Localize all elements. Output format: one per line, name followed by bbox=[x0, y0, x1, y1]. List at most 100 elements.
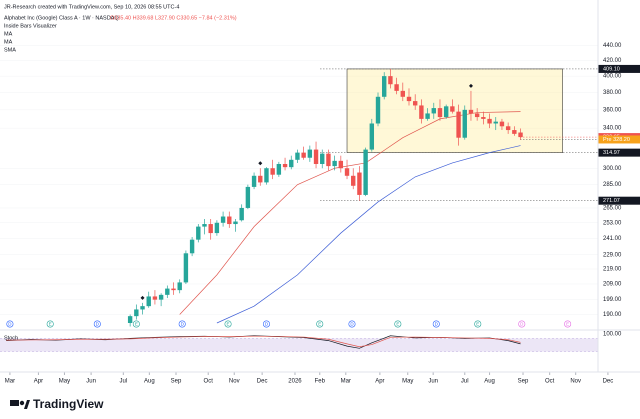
x-tick-label: Aug bbox=[144, 379, 155, 385]
candle-body bbox=[437, 108, 443, 118]
event-marker bbox=[132, 320, 140, 328]
candle-body bbox=[301, 152, 306, 158]
event-label: D bbox=[435, 322, 439, 327]
logo-mark bbox=[19, 400, 25, 406]
event-marker bbox=[46, 320, 54, 328]
indicator-label: SMA bbox=[4, 47, 16, 53]
candle-body bbox=[276, 163, 282, 175]
chart-title: Alphabet Inc (Google) Class A · 1W · NAS… bbox=[4, 15, 119, 21]
footer-logo: TradingView bbox=[10, 397, 104, 411]
event-label: D bbox=[181, 322, 185, 327]
candle-body bbox=[419, 105, 424, 119]
event-label: D bbox=[520, 322, 524, 327]
x-tick-label: Feb bbox=[315, 379, 326, 385]
candle-body bbox=[208, 224, 213, 234]
event-marker bbox=[432, 320, 440, 328]
candle-body bbox=[425, 113, 430, 119]
event-label: E bbox=[49, 322, 52, 327]
footer-bar bbox=[0, 390, 640, 419]
candle-body bbox=[251, 175, 257, 187]
event-label: E bbox=[135, 322, 138, 327]
oscillator-pane bbox=[0, 335, 598, 352]
candle-body bbox=[338, 160, 344, 169]
candle-body bbox=[134, 309, 139, 317]
event-label: D bbox=[96, 322, 100, 327]
candle-body bbox=[165, 288, 170, 295]
candle-body bbox=[474, 113, 480, 118]
y-tick-label: 300.00 bbox=[603, 166, 622, 172]
y-tick-label: 340.00 bbox=[603, 126, 622, 132]
candle-body bbox=[481, 117, 486, 119]
x-tick-label: Sep bbox=[518, 379, 529, 385]
x-tick-label: Jun bbox=[428, 379, 438, 385]
x-tick-label: Jul bbox=[461, 379, 469, 385]
event-label: D bbox=[350, 322, 354, 327]
y-tick-label: 285.00 bbox=[603, 182, 622, 188]
logo-mark bbox=[10, 400, 19, 406]
y-tick-label: 209.00 bbox=[603, 282, 622, 288]
candle-body bbox=[326, 153, 331, 167]
axes: 440.00 420.00 400.00 380.00 360.00 340.00 300.… bbox=[5, 43, 640, 385]
x-tick-label: Nov bbox=[570, 379, 581, 385]
x-tick-label: Aug bbox=[484, 379, 495, 385]
event-marker bbox=[348, 320, 356, 328]
indicator-label: MA bbox=[4, 31, 13, 37]
indicator-label: MA bbox=[4, 39, 13, 45]
candle-body bbox=[146, 296, 151, 307]
oscillator-label: Stoch bbox=[4, 335, 18, 341]
x-tick-label: Mar bbox=[5, 379, 15, 385]
candle-body bbox=[394, 84, 399, 91]
candle-body bbox=[493, 121, 498, 124]
candle-body bbox=[344, 168, 350, 176]
oscillator-line bbox=[6, 335, 521, 348]
candle-body bbox=[462, 109, 467, 138]
oscillator-tick-label: 100.00 bbox=[603, 332, 622, 338]
candle-body bbox=[152, 296, 158, 300]
x-tick-label: Jun bbox=[86, 379, 96, 385]
candle-body bbox=[214, 222, 220, 234]
x-tick-label: Apr bbox=[34, 379, 43, 385]
candle-body bbox=[487, 118, 492, 124]
candle-body bbox=[406, 96, 412, 102]
y-tick-label: 229.00 bbox=[603, 252, 622, 258]
candle-body bbox=[140, 306, 145, 310]
price-pane bbox=[0, 45, 598, 327]
candle-body bbox=[450, 106, 455, 112]
candle-body bbox=[456, 111, 461, 138]
price-label: Pre 328.20 bbox=[603, 137, 630, 143]
candle-body bbox=[357, 172, 362, 195]
candle-body bbox=[227, 216, 232, 225]
x-tick-label: Nov bbox=[229, 379, 240, 385]
candle-body bbox=[289, 159, 294, 168]
x-tick-label: 2026 bbox=[288, 379, 302, 385]
candle-body bbox=[245, 186, 251, 208]
candle-body bbox=[443, 106, 449, 118]
y-tick-label: 199.00 bbox=[603, 297, 622, 303]
x-tick-label: Mar bbox=[341, 379, 351, 385]
x-tick-label: Apr bbox=[375, 379, 384, 385]
event-label: E bbox=[566, 322, 569, 327]
candle-body bbox=[382, 76, 387, 97]
inside-bar-marker bbox=[468, 83, 473, 88]
candle-body bbox=[412, 101, 418, 106]
candle-body bbox=[239, 207, 244, 221]
price-label: 314.97 bbox=[603, 150, 620, 156]
y-tick-label: 420.00 bbox=[603, 58, 622, 64]
candle-body bbox=[313, 149, 319, 164]
candle-body bbox=[282, 163, 288, 168]
candle-body bbox=[431, 108, 436, 114]
y-tick-label: 253.00 bbox=[603, 220, 622, 226]
y-tick-label: 380.00 bbox=[603, 90, 622, 96]
x-tick-label: Oct bbox=[545, 379, 555, 385]
event-label: D bbox=[8, 322, 12, 327]
x-tick-label: May bbox=[402, 379, 413, 385]
y-tick-label: 219.00 bbox=[603, 267, 622, 273]
event-marker bbox=[262, 320, 270, 328]
candle-body bbox=[505, 126, 511, 131]
indicator-label: Inside Bars Visualizer bbox=[4, 23, 57, 29]
oscillator-band bbox=[0, 338, 598, 352]
candle-body bbox=[220, 216, 226, 223]
ohlc-legend: O335.40 H339.68 L327.90 C330.65 −7.84 (−… bbox=[110, 15, 237, 21]
candle-body bbox=[196, 226, 201, 240]
